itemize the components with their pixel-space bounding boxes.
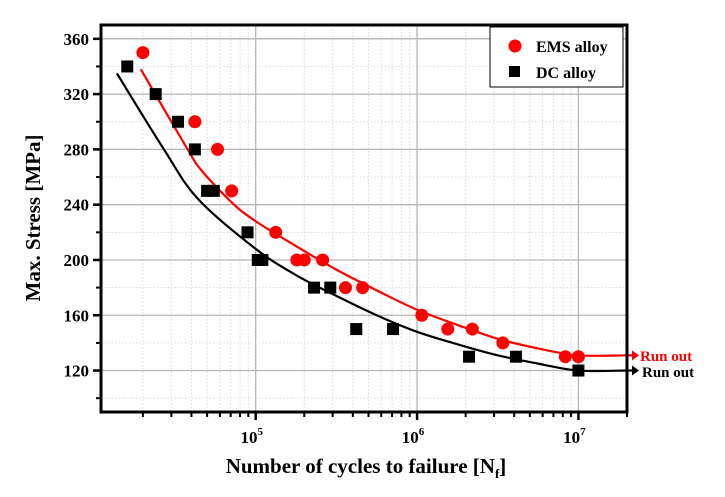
x-tick-base: 10 <box>402 428 419 447</box>
data-point-ems <box>571 350 585 364</box>
data-point-ems <box>441 322 455 336</box>
x-axis-title: Number of cycles to failure [Nf] <box>226 454 507 481</box>
y-tick-label: 360 <box>64 30 90 49</box>
x-tick-base: 10 <box>563 428 580 447</box>
data-point-ems <box>415 308 429 322</box>
y-tick-labels: 120 160 200 240 280 320 360 <box>64 30 90 381</box>
runout-arrows <box>627 350 639 376</box>
data-point-ems <box>297 253 311 267</box>
x-tick-label: 105 <box>240 426 263 447</box>
data-point-dc <box>241 226 254 239</box>
x-axis-title-subscript: f <box>495 466 500 481</box>
data-point-ems <box>465 322 479 336</box>
runout-label-ems: Run out <box>640 349 692 365</box>
data-point-dc <box>188 143 201 156</box>
x-tick-label: 106 <box>402 426 425 447</box>
data-point-ems <box>338 281 352 295</box>
data-point-dc <box>509 350 522 363</box>
legend-marker-ems <box>508 39 522 53</box>
x-tick-exponent: 6 <box>419 426 425 438</box>
fit-curves <box>115 68 628 373</box>
data-point-dc <box>121 60 134 73</box>
fit-curve-dc <box>115 72 628 373</box>
data-point-ems <box>496 336 510 350</box>
data-markers <box>121 46 585 377</box>
x-tick-base: 10 <box>240 428 257 447</box>
data-point-dc <box>350 323 363 336</box>
axes <box>99 23 629 414</box>
data-point-dc <box>387 323 400 336</box>
data-point-ems <box>558 350 572 364</box>
x-tick-exponent: 7 <box>580 426 586 438</box>
y-tick-label: 120 <box>64 362 90 381</box>
x-tick-label: 107 <box>563 426 586 447</box>
y-tick-label: 160 <box>64 306 90 325</box>
data-point-dc <box>171 115 184 128</box>
x-tick-exponent: 5 <box>257 426 263 438</box>
data-point-ems <box>188 115 202 129</box>
data-point-ems <box>269 225 283 239</box>
x-tick-labels: 105 106 107 <box>240 426 586 447</box>
runout-arrowhead-dc <box>632 365 639 376</box>
data-point-ems <box>316 253 330 267</box>
runout-label-dc: Run out <box>642 365 694 381</box>
data-point-dc <box>463 350 476 363</box>
axis-ticks <box>93 37 628 420</box>
fit-curve-ems <box>139 68 628 357</box>
legend-label-ems: EMS alloy <box>536 39 608 56</box>
legend-marker-dc <box>509 66 520 77</box>
y-tick-label: 240 <box>64 196 90 215</box>
data-point-dc <box>149 88 162 101</box>
y-tick-label: 320 <box>64 85 90 104</box>
x-axis-title-main: Number of cycles to failure [N <box>226 454 495 478</box>
y-axis-title: Max. Stress [MPa] <box>21 135 45 302</box>
data-point-ems <box>211 142 225 156</box>
legend: EMS alloy DC alloy <box>489 26 624 88</box>
data-point-ems <box>136 46 150 60</box>
runout-arrowhead-ems <box>632 350 639 361</box>
data-point-dc <box>324 281 337 294</box>
legend-label-dc: DC alloy <box>536 65 596 82</box>
data-point-dc <box>308 281 321 294</box>
data-point-dc <box>207 184 220 197</box>
x-axis-title-close: ] <box>499 454 506 478</box>
legend-box <box>489 26 624 88</box>
data-point-dc <box>572 364 585 377</box>
y-tick-label: 280 <box>64 140 90 159</box>
data-point-ems <box>225 184 239 198</box>
data-point-dc <box>256 253 269 266</box>
data-point-ems <box>356 281 370 295</box>
y-tick-label: 200 <box>64 251 90 270</box>
